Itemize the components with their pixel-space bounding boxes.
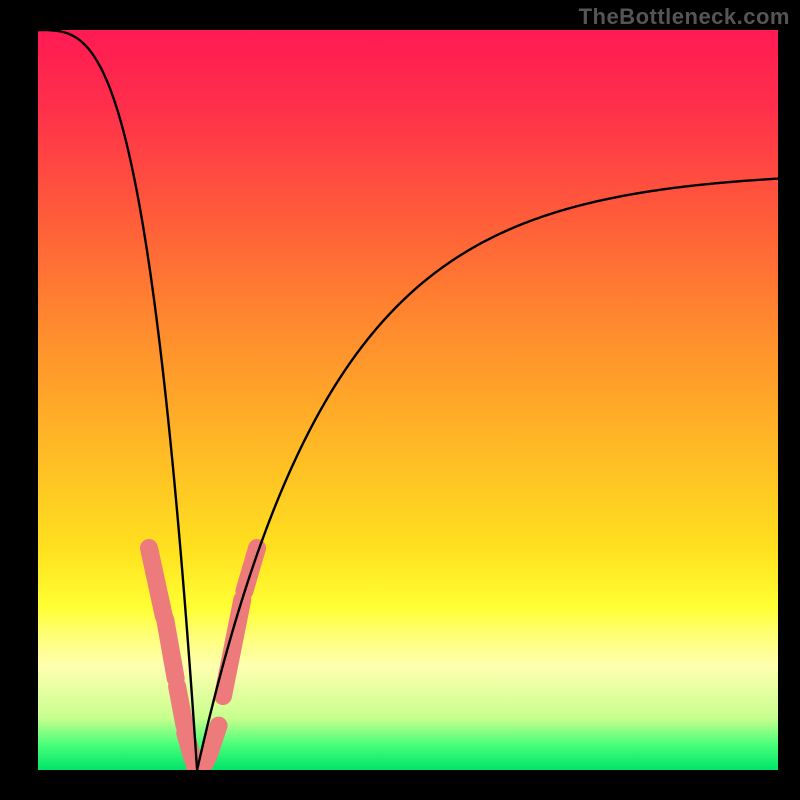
marker-segment (208, 726, 218, 757)
marker-segment (165, 620, 175, 678)
marker-segment (177, 686, 184, 725)
canvas-frame: TheBottleneck.com (0, 0, 800, 800)
gradient-background (38, 30, 778, 770)
plot-area (38, 30, 778, 770)
chart-svg (38, 30, 778, 770)
watermark-text: TheBottleneck.com (579, 4, 790, 30)
marker-segment (185, 733, 192, 759)
